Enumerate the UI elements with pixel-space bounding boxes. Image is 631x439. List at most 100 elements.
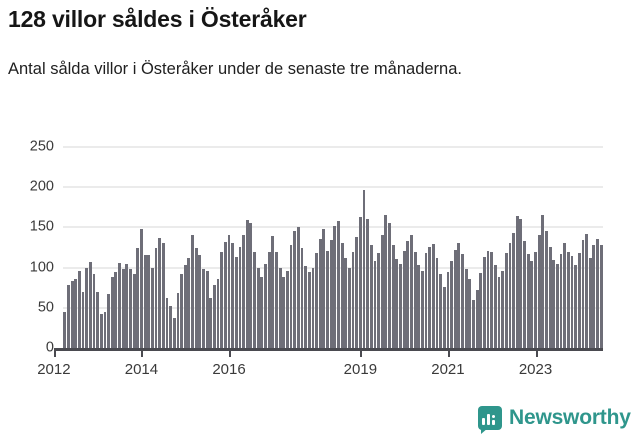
bar[interactable] [216, 278, 220, 348]
bar[interactable] [399, 264, 402, 348]
bar[interactable] [70, 281, 74, 348]
bar[interactable] [545, 230, 548, 348]
bar[interactable] [373, 261, 377, 348]
bar[interactable] [406, 241, 410, 348]
bar[interactable] [121, 269, 125, 348]
bar[interactable] [504, 253, 508, 348]
bar[interactable] [300, 248, 304, 348]
bar[interactable] [154, 248, 158, 348]
bar[interactable] [140, 229, 143, 348]
bar[interactable] [176, 293, 180, 348]
bar[interactable] [366, 219, 370, 348]
bar[interactable] [110, 277, 114, 348]
bar[interactable] [125, 264, 129, 348]
bar[interactable] [355, 237, 359, 348]
bar[interactable] [486, 250, 490, 348]
bar[interactable] [424, 253, 428, 348]
bar[interactable] [548, 246, 552, 348]
bar[interactable] [114, 271, 118, 348]
bar[interactable] [596, 238, 599, 348]
bar[interactable] [464, 269, 468, 348]
bar[interactable] [143, 254, 147, 348]
bar[interactable] [172, 318, 176, 348]
bar[interactable] [183, 265, 187, 348]
bar[interactable] [482, 257, 486, 348]
bar[interactable] [340, 242, 344, 348]
bar[interactable] [559, 253, 563, 348]
bar[interactable] [388, 222, 391, 348]
bar[interactable] [585, 233, 588, 348]
bar[interactable] [158, 237, 162, 348]
bar[interactable] [512, 233, 516, 348]
bar[interactable] [129, 269, 132, 348]
bar[interactable] [107, 294, 111, 348]
bar[interactable] [588, 257, 592, 348]
bar[interactable] [223, 241, 227, 348]
bar[interactable] [322, 229, 326, 348]
bar[interactable] [92, 274, 96, 348]
bar[interactable] [304, 266, 308, 348]
bar[interactable] [242, 235, 246, 348]
bar[interactable] [77, 270, 81, 348]
bar[interactable] [220, 251, 224, 348]
bar[interactable] [88, 261, 92, 348]
bar[interactable] [296, 227, 300, 348]
bar[interactable] [260, 277, 264, 348]
bar[interactable] [147, 254, 151, 348]
bar[interactable] [161, 242, 165, 348]
bar[interactable] [453, 249, 457, 348]
bar[interactable] [326, 250, 329, 348]
bar[interactable] [278, 267, 282, 348]
bar[interactable] [253, 251, 256, 348]
bar[interactable] [461, 253, 464, 348]
bar[interactable] [428, 246, 432, 348]
bar[interactable] [293, 230, 297, 348]
bar[interactable] [515, 216, 519, 348]
bar[interactable] [209, 298, 213, 348]
bar[interactable] [519, 219, 523, 348]
bar[interactable] [530, 261, 534, 348]
bar[interactable] [282, 277, 286, 348]
bar[interactable] [380, 235, 384, 348]
bar[interactable] [358, 216, 362, 348]
bar[interactable] [63, 311, 67, 348]
bar[interactable] [198, 254, 202, 348]
bar[interactable] [307, 272, 311, 348]
bar[interactable] [337, 220, 340, 348]
bar[interactable] [315, 253, 318, 348]
bar[interactable] [472, 299, 475, 348]
bar[interactable] [555, 264, 559, 348]
bar[interactable] [541, 214, 545, 348]
bar[interactable] [599, 245, 603, 348]
bar[interactable] [81, 291, 85, 348]
bar[interactable] [501, 270, 505, 348]
bar[interactable] [417, 265, 421, 348]
bar[interactable] [450, 261, 453, 348]
bar[interactable] [344, 257, 348, 348]
bar[interactable] [395, 258, 399, 348]
bar[interactable] [187, 257, 191, 348]
bar[interactable] [574, 265, 578, 348]
bar[interactable] [457, 243, 461, 348]
bar[interactable] [369, 245, 373, 348]
bar[interactable] [534, 251, 537, 348]
bar[interactable] [275, 251, 278, 348]
bar[interactable] [377, 253, 381, 348]
bar[interactable] [191, 235, 194, 348]
bar[interactable] [267, 251, 271, 348]
bar[interactable] [311, 267, 315, 348]
bar[interactable] [537, 235, 541, 348]
bar[interactable] [410, 234, 413, 348]
bar[interactable] [479, 273, 483, 348]
bar[interactable] [238, 246, 242, 348]
bar[interactable] [234, 257, 238, 348]
bar[interactable] [103, 311, 107, 348]
bar[interactable] [212, 285, 216, 348]
bar[interactable] [431, 244, 435, 348]
bar[interactable] [180, 274, 183, 348]
bar[interactable] [318, 238, 322, 348]
bar[interactable] [526, 253, 530, 348]
bar[interactable] [446, 271, 450, 348]
bar[interactable] [497, 277, 501, 348]
bar[interactable] [439, 274, 443, 348]
